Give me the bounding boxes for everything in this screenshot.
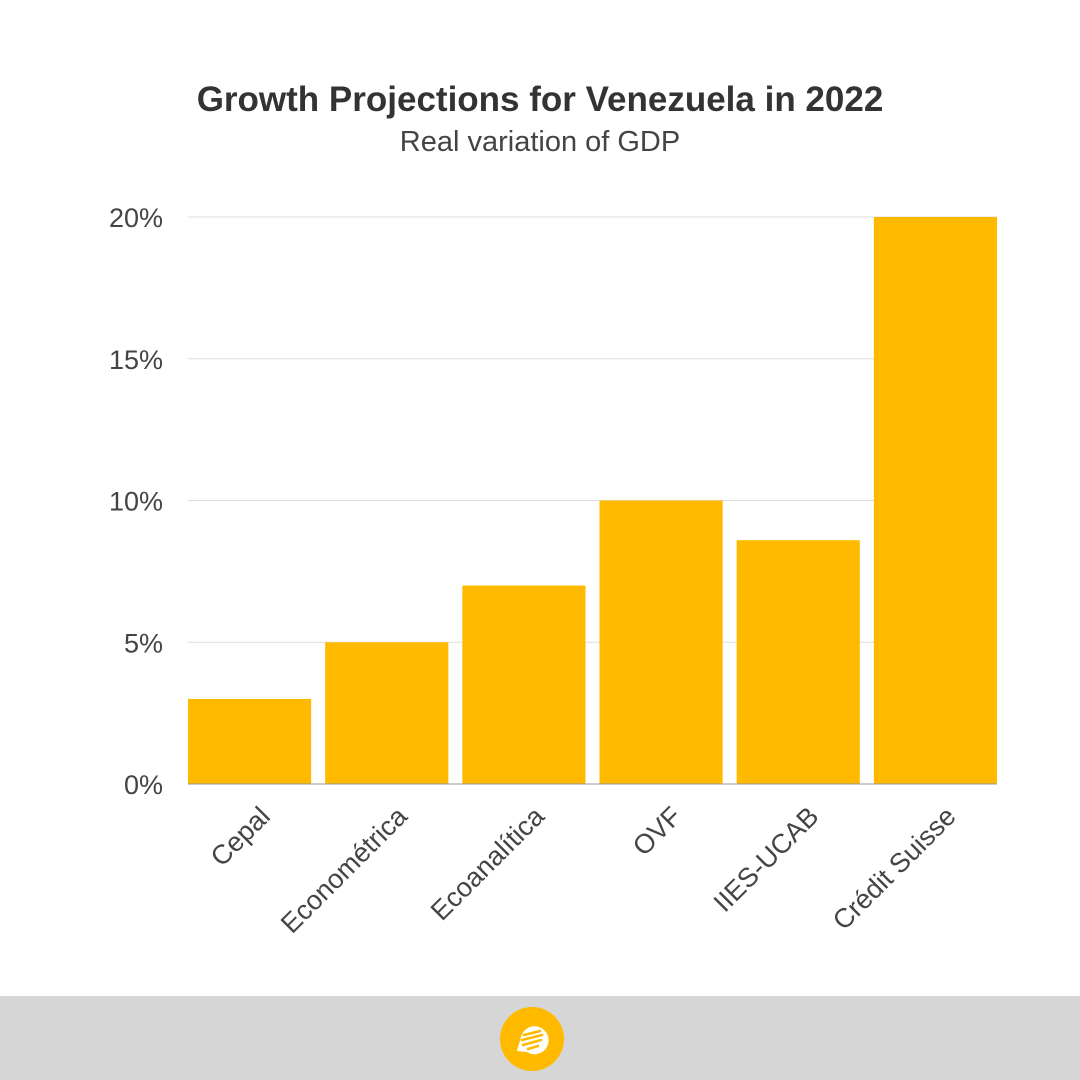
bar-chart: 0% 5% 10% 15% 20% Cepal Econométrica Ecoanalít… <box>109 203 997 939</box>
bar-ecoanal-tica <box>462 585 586 784</box>
bar-ovf <box>599 500 723 784</box>
x-tick-label: Econométrica <box>275 800 414 939</box>
x-tick-label: Crédit Suisse <box>827 801 962 936</box>
y-axis-ticks: 0% 5% 10% 15% 20% <box>109 203 163 800</box>
x-tick-label: IIES-UCAB <box>708 801 825 918</box>
bar-econom-trica <box>325 642 449 784</box>
y-tick-label: 5% <box>124 628 163 658</box>
x-tick-label: OVF <box>627 801 687 861</box>
chart-subtitle: Real variation of GDP <box>399 126 681 158</box>
bar-iies-ucab <box>736 540 860 784</box>
chart-title: Growth Projections for Venezuela in 2022 <box>196 80 884 119</box>
x-tick-label: Cepal <box>205 801 276 872</box>
speech-bubble-lines-icon[interactable] <box>500 1007 564 1071</box>
gridlines <box>188 216 997 643</box>
x-tick-label: Ecoanalítica <box>425 800 551 926</box>
x-axis-ticks: Cepal Econométrica Ecoanalítica OVF IIES-UCA… <box>205 800 962 939</box>
bar-cr-dit-suisse <box>873 217 997 784</box>
y-tick-label: 15% <box>109 345 163 375</box>
y-tick-label: 10% <box>109 487 163 517</box>
y-tick-label: 20% <box>109 203 163 233</box>
y-tick-label: 0% <box>124 770 163 800</box>
bars <box>188 217 997 784</box>
bar-cepal <box>188 698 312 784</box>
